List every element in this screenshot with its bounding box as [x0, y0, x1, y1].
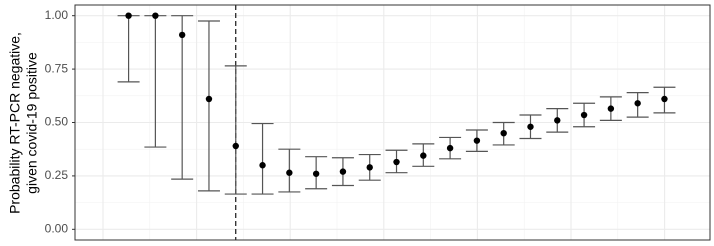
point — [286, 169, 293, 176]
point — [152, 12, 159, 19]
point — [232, 142, 239, 150]
point — [527, 123, 534, 130]
point — [366, 164, 373, 171]
y-tick-label: 0.75 — [45, 61, 69, 75]
point — [312, 170, 320, 177]
point — [446, 144, 454, 152]
point — [634, 100, 641, 107]
y-tick-label: 0.25 — [45, 168, 69, 182]
y-tick-label: 0.50 — [45, 115, 69, 129]
point — [125, 12, 132, 19]
point — [500, 129, 507, 137]
plot-border — [74, 4, 711, 241]
y-axis-label: Probability RT-PCR negative, — [7, 32, 23, 214]
y-tick-label: 1.00 — [45, 8, 69, 22]
y-tick-label: 0.00 — [45, 221, 69, 235]
point — [178, 31, 186, 39]
point — [554, 117, 561, 124]
point — [661, 95, 668, 103]
point — [420, 152, 427, 159]
point — [205, 95, 213, 103]
point — [607, 105, 615, 112]
point — [259, 162, 266, 169]
point — [393, 158, 400, 166]
point — [473, 137, 481, 144]
point — [580, 111, 588, 119]
point — [339, 168, 347, 175]
y-axis-label: given covid-19 positive — [24, 52, 40, 194]
